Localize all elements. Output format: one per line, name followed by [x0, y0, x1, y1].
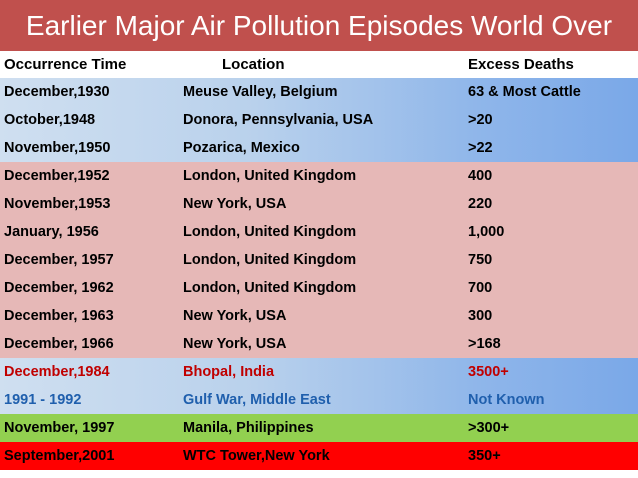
location-cell: Bhopal, India [183, 364, 275, 380]
excess-deaths-cell: 750 [468, 252, 493, 268]
location-cell: Pozarica, Mexico [183, 140, 300, 156]
table-row: December,1952 London, United Kingdom 400 [0, 162, 638, 190]
table-row: December,1930 Meuse Valley, Belgium 63 &… [0, 78, 638, 106]
excess-deaths-cell: 63 & Most Cattle [468, 84, 581, 100]
location-cell: London, United Kingdom [183, 168, 357, 184]
excess-deaths-cell: >300+ [468, 420, 510, 436]
table-row: December, 1966 New York, USA >168 [0, 330, 638, 358]
occurrence-time-cell: November,1950 [4, 140, 111, 156]
occurrence-time-cell: November, 1997 [4, 420, 115, 436]
occurrence-time-cell: December, 1962 [4, 280, 114, 296]
table-row: December, 1957 London, United Kingdom 75… [0, 246, 638, 274]
occurrence-time-cell: September,2001 [4, 448, 115, 464]
table-row: November, 1997 Manila, Philippines >300+ [0, 414, 638, 442]
occurrence-time-cell: 1991 - 1992 [4, 392, 82, 408]
occurrence-time-cell: December, 1966 [4, 336, 114, 352]
excess-deaths-cell: 1,000 [468, 224, 505, 240]
table-row: November,1953 New York, USA 220 [0, 190, 638, 218]
location-cell: Meuse Valley, Belgium [183, 84, 338, 100]
table-row: October,1948 Donora, Pennsylvania, USA >… [0, 106, 638, 134]
excess-deaths-cell: 220 [468, 196, 493, 212]
location-cell: WTC Tower,New York [183, 448, 330, 464]
table-row: January, 1956 London, United Kingdom 1,0… [0, 218, 638, 246]
excess-deaths-cell: 700 [468, 280, 493, 296]
occurrence-time-cell: October,1948 [4, 112, 96, 128]
location-cell: London, United Kingdom [183, 224, 357, 240]
episodes-table: Occurrence Time Location Excess Deaths D… [0, 51, 638, 470]
occurrence-time-cell: December, 1957 [4, 252, 114, 268]
header-occurrence-time: Occurrence Time [4, 56, 127, 73]
location-cell: New York, USA [183, 336, 287, 352]
location-cell: London, United Kingdom [183, 280, 357, 296]
location-cell: New York, USA [183, 196, 287, 212]
slide-title: Earlier Major Air Pollution Episodes Wor… [0, 0, 638, 51]
table-row: December,1984 Bhopal, India 3500+ [0, 358, 638, 386]
excess-deaths-cell: 350+ [468, 448, 501, 464]
excess-deaths-cell: Not Known [468, 392, 545, 408]
location-cell: Donora, Pennsylvania, USA [183, 112, 374, 128]
excess-deaths-cell: 400 [468, 168, 493, 184]
table-row: 1991 - 1992 Gulf War, Middle East Not Kn… [0, 386, 638, 414]
header-location: Location [222, 56, 285, 73]
occurrence-time-cell: December, 1963 [4, 308, 114, 324]
table-header: Occurrence Time Location Excess Deaths [0, 51, 638, 78]
excess-deaths-cell: 300 [468, 308, 493, 324]
occurrence-time-cell: December,1952 [4, 168, 110, 184]
location-cell: Gulf War, Middle East [183, 392, 331, 408]
table-row: December, 1962 London, United Kingdom 70… [0, 274, 638, 302]
table-row: November,1950 Pozarica, Mexico >22 [0, 134, 638, 162]
location-cell: Manila, Philippines [183, 420, 314, 436]
location-cell: New York, USA [183, 308, 287, 324]
occurrence-time-cell: January, 1956 [4, 224, 99, 240]
excess-deaths-cell: 3500+ [468, 364, 509, 380]
table-row: December, 1963 New York, USA 300 [0, 302, 638, 330]
table-row: September,2001 WTC Tower,New York 350+ [0, 442, 638, 470]
excess-deaths-cell: >168 [468, 336, 501, 352]
occurrence-time-cell: December,1984 [4, 364, 110, 380]
occurrence-time-cell: November,1953 [4, 196, 111, 212]
occurrence-time-cell: December,1930 [4, 84, 110, 100]
excess-deaths-cell: >20 [468, 112, 493, 128]
location-cell: London, United Kingdom [183, 252, 357, 268]
excess-deaths-cell: >22 [468, 140, 493, 156]
header-excess-deaths: Excess Deaths [468, 56, 574, 73]
